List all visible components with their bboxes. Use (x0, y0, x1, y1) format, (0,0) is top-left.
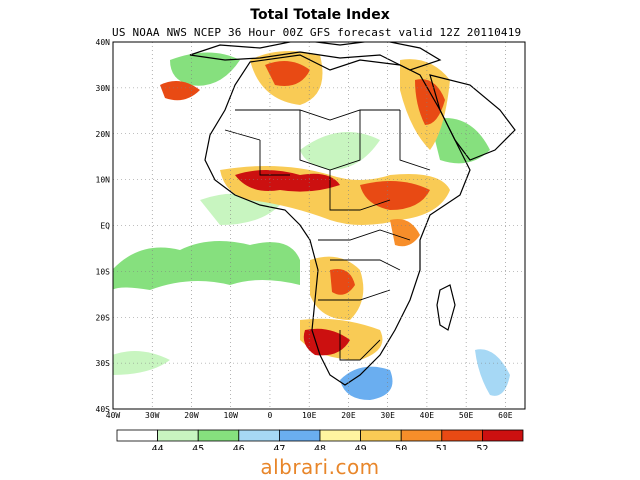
latitude-label: 30N (96, 84, 111, 93)
latitude-label: EQ (100, 222, 110, 231)
madagascar-coastline (436, 284, 456, 331)
colorbar-label: 51 (436, 444, 448, 450)
latitude-labels: 40N 30N 20N 10N EQ 10S 20S 30S 40S (96, 38, 111, 414)
field-patch-orange (390, 219, 420, 247)
field-patch-red (303, 328, 350, 356)
field-patch-green (430, 118, 490, 164)
country-borders (224, 109, 431, 361)
colorbar-label: 48 (314, 444, 326, 450)
latitude-label: 40N (96, 38, 111, 47)
colorbar-labels: 44 45 46 47 48 49 50 51 52 (152, 444, 489, 450)
field-patch-red (360, 181, 430, 210)
colorbar-swatch (481, 429, 524, 442)
latitude-label: 40S (96, 405, 111, 414)
weather-map: 40N 30N 20N 10N EQ 10S 20S 30S 40S 40W 30W 20W 10W 0… (96, 38, 526, 450)
coastlines (189, 42, 516, 386)
colorbar-label: 52 (476, 444, 488, 450)
colorbar-swatch (238, 429, 280, 442)
field-patch-blue (475, 349, 510, 396)
longitude-label: 20W (184, 411, 199, 420)
latitude-label: 10S (96, 267, 111, 276)
colorbar-label: 49 (355, 444, 367, 450)
arabia-coastline (429, 74, 516, 161)
field-patch-blue (340, 366, 393, 400)
field-patch-green (113, 241, 300, 290)
field-patch-red (160, 81, 200, 101)
latitude-label: 20N (96, 130, 111, 139)
longitude-labels: 40W 30W 20W 10W 0 10E 20E 30E 40E 50E 60E (106, 411, 513, 420)
colorbar-swatch (278, 429, 321, 442)
field-patch-green (170, 52, 240, 86)
colorbar-swatch (197, 429, 240, 442)
field-patch-green (200, 193, 280, 225)
colorbar-label: 47 (273, 444, 285, 450)
longitude-label: 10W (223, 411, 238, 420)
latitude-label: 20S (96, 313, 111, 322)
colorbar-label: 45 (192, 444, 204, 450)
plot-frame (112, 41, 526, 410)
colorbar-swatch (116, 429, 158, 442)
watermark-text: albrari.com (260, 455, 380, 479)
longitude-label: 30E (380, 411, 395, 420)
latitude-label: 30S (96, 359, 111, 368)
colorbar-label: 46 (233, 444, 245, 450)
colorbar (116, 429, 524, 442)
longitude-label: 10E (302, 411, 317, 420)
colorbar-swatch (441, 429, 483, 442)
field-patch-red (265, 61, 310, 86)
map-subtitle: US NOAA NWS NCEP 36 Hour 00Z GFS forecas… (112, 26, 522, 39)
index-field (113, 51, 510, 400)
longitude-label: 40W (106, 411, 121, 420)
field-patch-red (415, 79, 445, 125)
europe-coastline (189, 42, 442, 71)
longitude-label: 40E (420, 411, 435, 420)
colorbar-label: 44 (152, 444, 164, 450)
longitude-label: 60E (498, 411, 513, 420)
latitude-label: 10N (96, 176, 111, 185)
africa-coastline (204, 54, 471, 386)
longitude-label: 20E (341, 411, 356, 420)
map-title: Total Totale Index (250, 7, 390, 23)
colorbar-swatch (157, 429, 199, 442)
longitude-label: 0 (268, 411, 273, 420)
field-patch-red (330, 269, 355, 295)
colorbar-swatch (400, 429, 443, 442)
colorbar-label: 50 (395, 444, 407, 450)
longitude-label: 30W (145, 411, 160, 420)
colorbar-swatch (319, 429, 361, 442)
longitude-label: 50E (459, 411, 474, 420)
colorbar-swatch (360, 429, 402, 442)
